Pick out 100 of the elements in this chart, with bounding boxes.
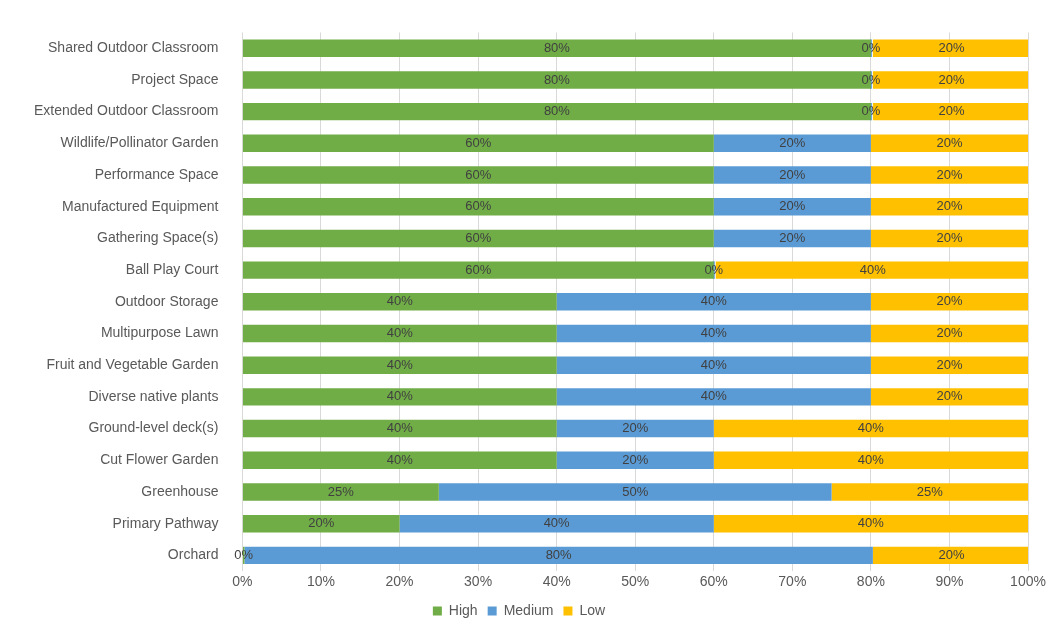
bar	[870, 293, 1028, 311]
data-label: 20%	[936, 198, 963, 214]
x-tick-label: 70%	[778, 573, 807, 590]
data-label: 0%	[861, 103, 881, 119]
y-tick-label: Manufactured Equipment	[61, 197, 219, 214]
data-label: 40%	[386, 356, 414, 372]
x-tick-label: 0%	[232, 573, 253, 590]
legend-label: High	[448, 601, 478, 618]
data-label: 20%	[779, 198, 806, 214]
data-label: 20%	[936, 293, 963, 309]
bar	[870, 388, 1028, 406]
data-label: 40%	[543, 515, 571, 531]
bar	[713, 419, 1028, 438]
bar	[242, 451, 557, 469]
y-tick-label: Diverse native plants	[88, 387, 219, 404]
y-tick-label: Ground-level deck(s)	[88, 419, 219, 436]
data-label: 80%	[543, 39, 571, 55]
data-label: 40%	[700, 293, 728, 309]
y-tick-label: Orchard	[167, 546, 219, 563]
bar	[713, 166, 871, 184]
data-label: 40%	[386, 420, 414, 436]
x-tick-label: 30%	[464, 573, 493, 590]
data-label: 20%	[938, 103, 965, 119]
bar	[713, 134, 871, 153]
y-tick-label: Shared Outdoor Classroom	[48, 39, 219, 56]
bar	[831, 483, 1028, 501]
data-label: 80%	[543, 71, 571, 87]
y-tick-label: Gathering Space(s)	[97, 229, 219, 246]
data-label: 25%	[916, 483, 944, 499]
data-label: 25%	[327, 483, 355, 499]
y-tick-label: Primary Pathway	[112, 514, 219, 531]
data-label: 40%	[386, 388, 414, 404]
data-label: 40%	[857, 515, 885, 531]
bar	[242, 419, 557, 438]
data-label: 20%	[938, 546, 965, 562]
data-label: 0%	[704, 261, 724, 277]
bar	[556, 356, 871, 374]
data-label: 40%	[386, 325, 414, 341]
data-label: 20%	[936, 356, 963, 372]
bar	[870, 324, 1028, 343]
data-label: 60%	[465, 198, 492, 214]
data-label: 40%	[700, 325, 728, 341]
bar	[242, 166, 714, 184]
data-label: 40%	[859, 261, 887, 277]
bar	[713, 198, 871, 216]
x-tick-label: 90%	[935, 573, 964, 590]
bar	[870, 134, 1028, 153]
bar	[870, 166, 1028, 184]
y-tick-label: Extended Outdoor Classroom	[33, 102, 219, 119]
x-tick-label: 50%	[621, 573, 650, 590]
bar	[556, 419, 714, 438]
bar	[870, 198, 1028, 216]
y-tick-label: Outdoor Storage	[114, 292, 219, 309]
data-label: 20%	[938, 71, 965, 87]
bar	[713, 229, 871, 248]
data-label: 60%	[465, 166, 492, 182]
data-label: 0%	[861, 39, 881, 55]
data-label: 60%	[465, 229, 492, 245]
bar	[242, 356, 557, 374]
data-label: 40%	[700, 356, 728, 372]
x-tick-label: 40%	[542, 573, 571, 590]
bar	[556, 324, 871, 343]
y-tick-label: Ball Play Court	[125, 260, 219, 277]
bar	[713, 514, 1028, 533]
y-tick-label: Project Space	[131, 70, 219, 87]
data-label: 20%	[936, 325, 963, 341]
data-label: 40%	[857, 451, 885, 467]
bar	[870, 356, 1028, 374]
data-label: 20%	[936, 134, 963, 150]
x-tick-label: 10%	[306, 573, 335, 590]
y-tick-label: Performance Space	[94, 165, 219, 182]
legend-label: Low	[579, 601, 607, 618]
data-label: 40%	[386, 451, 414, 467]
y-tick-label: Multipurpose Lawn	[100, 324, 219, 341]
bar	[242, 388, 557, 406]
data-label: 20%	[779, 229, 806, 245]
bar	[242, 514, 400, 533]
data-label: 20%	[622, 420, 649, 436]
bar	[399, 514, 714, 533]
bar	[713, 451, 1028, 469]
legend-label: Medium	[503, 601, 554, 618]
x-tick-label: 100%	[1010, 573, 1046, 590]
data-label: 20%	[938, 39, 965, 55]
data-label: 40%	[700, 388, 728, 404]
x-tick-label: 20%	[385, 573, 414, 590]
bar	[556, 451, 714, 469]
bar	[556, 293, 871, 311]
bar	[870, 229, 1028, 248]
y-tick-label: Fruit and Vegetable Garden	[46, 356, 219, 373]
bar	[242, 324, 557, 343]
data-label: 20%	[936, 229, 963, 245]
data-label: 20%	[779, 134, 806, 150]
y-tick-label: Cut Flower Garden	[100, 451, 219, 468]
data-label: 20%	[936, 166, 963, 182]
bar	[242, 483, 439, 501]
data-label: 20%	[622, 451, 649, 467]
data-label: 40%	[386, 293, 414, 309]
bar	[242, 293, 557, 311]
data-label: 60%	[465, 134, 492, 150]
data-label: 0%	[861, 71, 881, 87]
